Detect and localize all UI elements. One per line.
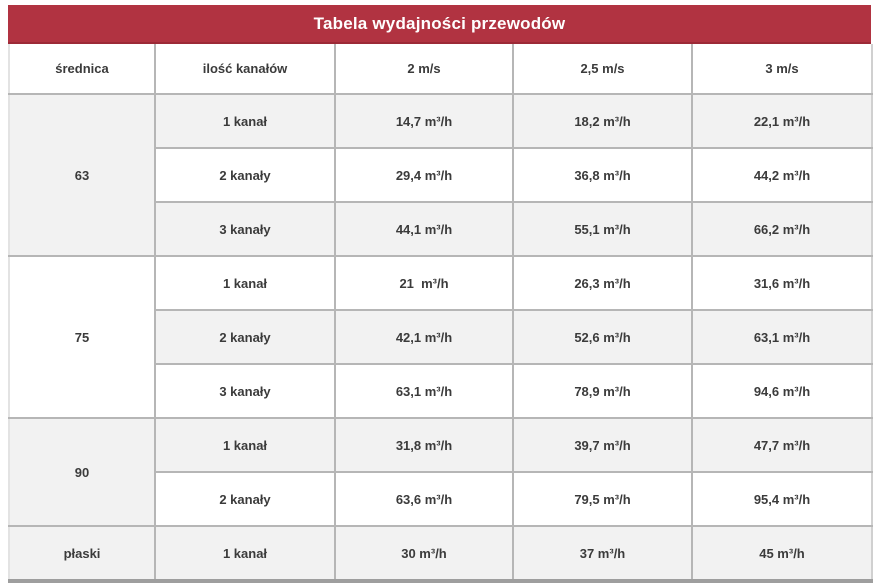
col-header-channels: ilość kanałów	[154, 44, 336, 95]
value-cell: 22,1 m³/h	[691, 93, 873, 149]
capacity-table: średnica ilość kanałów 2 m/s 2,5 m/s 3 m…	[8, 44, 873, 583]
value-cell: 63,1 m³/h	[691, 309, 873, 365]
table-row: 3 kanały 44,1 m³/h 55,1 m³/h 66,2 m³/h	[9, 201, 873, 257]
value-cell: 52,6 m³/h	[512, 309, 693, 365]
value-cell: 63,1 m³/h	[334, 363, 514, 419]
channels-cell: 1 kanał	[154, 525, 336, 582]
channels-cell: 2 kanały	[154, 147, 336, 203]
value-cell: 14,7 m³/h	[334, 93, 514, 149]
value-cell: 36,8 m³/h	[512, 147, 693, 203]
value-cell: 29,4 m³/h	[334, 147, 514, 203]
table-row: 2 kanały 29,4 m³/h 36,8 m³/h 44,2 m³/h	[9, 147, 873, 203]
value-cell: 79,5 m³/h	[512, 471, 693, 527]
value-cell: 44,2 m³/h	[691, 147, 873, 203]
value-cell: 37 m³/h	[512, 525, 693, 582]
channels-cell: 2 kanały	[154, 309, 336, 365]
table-title: Tabela wydajności przewodów	[313, 14, 566, 33]
value-cell: 66,2 m³/h	[691, 201, 873, 257]
value-cell: 26,3 m³/h	[512, 255, 693, 311]
channels-cell: 1 kanał	[154, 417, 336, 473]
channels-cell: 1 kanał	[154, 93, 336, 149]
value-cell: 31,6 m³/h	[691, 255, 873, 311]
table-row: 2 kanały 63,6 m³/h 79,5 m³/h 95,4 m³/h	[9, 471, 873, 527]
diameter-cell-75: 75	[8, 255, 156, 419]
header-row: średnica ilość kanałów 2 m/s 2,5 m/s 3 m…	[8, 44, 873, 95]
value-cell: 44,1 m³/h	[334, 201, 514, 257]
channels-cell: 3 kanały	[154, 363, 336, 419]
value-cell: 95,4 m³/h	[691, 471, 873, 527]
col-header-speed-2-5: 2,5 m/s	[512, 44, 693, 95]
value-cell: 45 m³/h	[691, 525, 873, 582]
col-header-speed-2: 2 m/s	[334, 44, 514, 95]
diameter-cell-90: 90	[8, 417, 156, 527]
table-row: 90 1 kanał 31,8 m³/h 39,7 m³/h 47,7 m³/h	[8, 417, 873, 527]
table-row: 3 kanały 63,1 m³/h 78,9 m³/h 94,6 m³/h	[9, 363, 873, 419]
value-cell: 18,2 m³/h	[512, 93, 693, 149]
value-cell: 42,1 m³/h	[334, 309, 514, 365]
value-cell: 55,1 m³/h	[512, 201, 693, 257]
table-row: płaski 1 kanał 30 m³/h 37 m³/h 45 m³/h	[8, 525, 873, 582]
diameter-cell-63: 63	[8, 93, 156, 257]
col-header-diameter: średnica	[8, 44, 156, 95]
channels-cell: 2 kanały	[154, 471, 336, 527]
value-cell: 31,8 m³/h	[334, 417, 514, 473]
value-cell: 63,6 m³/h	[334, 471, 514, 527]
value-cell: 21 m³/h	[334, 255, 514, 311]
channels-cell: 3 kanały	[154, 201, 336, 257]
table-row: 75 1 kanał 21 m³/h 26,3 m³/h 31,6 m³/h	[8, 255, 873, 419]
value-cell: 39,7 m³/h	[512, 417, 693, 473]
channels-cell: 1 kanał	[154, 255, 336, 311]
value-cell: 78,9 m³/h	[512, 363, 693, 419]
col-header-speed-3: 3 m/s	[691, 44, 873, 95]
table-row: 63 1 kanał 14,7 m³/h 18,2 m³/h 22,1 m³/h	[8, 93, 873, 257]
diameter-cell-plaski: płaski	[8, 525, 156, 582]
table-title-bar: Tabela wydajności przewodów	[8, 5, 871, 44]
capacity-table-panel: Tabela wydajności przewodów średnica ilo…	[8, 5, 873, 583]
value-cell: 30 m³/h	[334, 525, 514, 582]
value-cell: 47,7 m³/h	[691, 417, 873, 473]
value-cell: 94,6 m³/h	[691, 363, 873, 419]
table-row: 2 kanały 42,1 m³/h 52,6 m³/h 63,1 m³/h	[9, 309, 873, 365]
